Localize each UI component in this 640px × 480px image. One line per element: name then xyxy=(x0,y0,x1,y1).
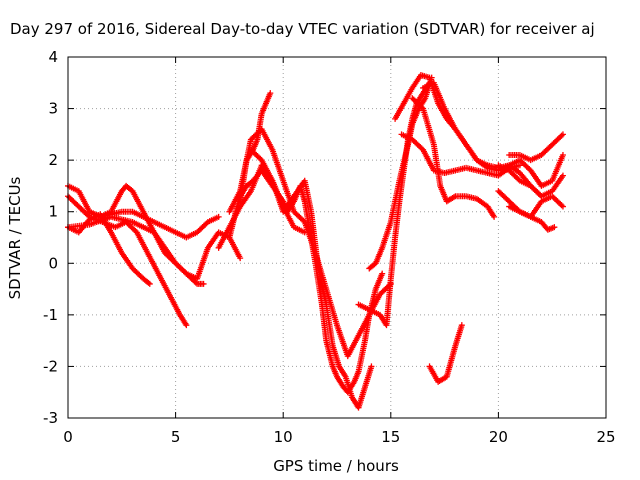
series xyxy=(366,74,435,272)
data-point xyxy=(379,270,386,277)
y-tick-label: 0 xyxy=(48,254,58,272)
series xyxy=(506,131,566,164)
data-point xyxy=(145,279,152,286)
data-point xyxy=(551,224,558,231)
series xyxy=(426,322,465,385)
data-point xyxy=(559,131,566,138)
series xyxy=(420,79,545,200)
y-axis-label: SDTVAR / TECUs xyxy=(6,176,24,299)
y-tick-label: 3 xyxy=(48,100,58,118)
data-point xyxy=(203,220,210,227)
axis-ticks: 0 5 10 15 20 25 -3 -2 -1 0 1 2 3 4 xyxy=(43,48,616,446)
y-tick-label: -3 xyxy=(43,409,58,427)
data-point xyxy=(182,269,189,276)
data-point xyxy=(183,322,190,329)
data-point xyxy=(558,202,565,209)
data-point xyxy=(267,90,274,97)
data-point xyxy=(559,172,566,179)
plot-border xyxy=(67,56,607,419)
y-tick-label: -1 xyxy=(43,306,58,324)
data-point xyxy=(418,145,425,152)
series xyxy=(86,208,222,241)
series xyxy=(506,203,558,233)
data-point xyxy=(559,203,566,210)
data-point xyxy=(85,212,92,219)
x-tick-label: 20 xyxy=(489,428,508,446)
y-tick-label: 1 xyxy=(48,203,58,221)
x-tick-label: 0 xyxy=(63,428,73,446)
x-tick-label: 15 xyxy=(381,428,400,446)
series xyxy=(215,162,308,251)
series xyxy=(226,167,386,396)
y-tick-label: 4 xyxy=(48,48,58,66)
x-tick-label: 10 xyxy=(274,428,293,446)
data-point xyxy=(215,213,222,220)
data-point xyxy=(200,280,207,287)
y-tick-label: -2 xyxy=(43,357,58,375)
data-point xyxy=(558,132,565,139)
data-point xyxy=(458,322,465,329)
chart-title: Day 297 of 2016, Sidereal Day-to-day VTE… xyxy=(10,20,595,38)
series xyxy=(247,146,375,411)
data-point xyxy=(418,104,425,111)
series xyxy=(398,131,523,179)
data-point xyxy=(257,155,264,162)
grid xyxy=(68,57,606,418)
data-point xyxy=(132,228,139,235)
data-point xyxy=(300,217,307,224)
data-point xyxy=(368,363,375,370)
y-tick-label: 2 xyxy=(48,151,58,169)
data-series xyxy=(65,72,566,411)
series xyxy=(409,95,498,220)
data-point xyxy=(146,280,153,287)
x-tick-label: 25 xyxy=(596,428,615,446)
data-point xyxy=(491,213,498,220)
series xyxy=(495,162,566,200)
data-point xyxy=(516,162,523,169)
data-point xyxy=(237,255,244,262)
data-point xyxy=(515,176,522,183)
x-axis-label: GPS time / hours xyxy=(273,457,399,475)
data-point xyxy=(559,151,566,158)
series xyxy=(65,193,190,329)
x-tick-label: 5 xyxy=(171,428,181,446)
